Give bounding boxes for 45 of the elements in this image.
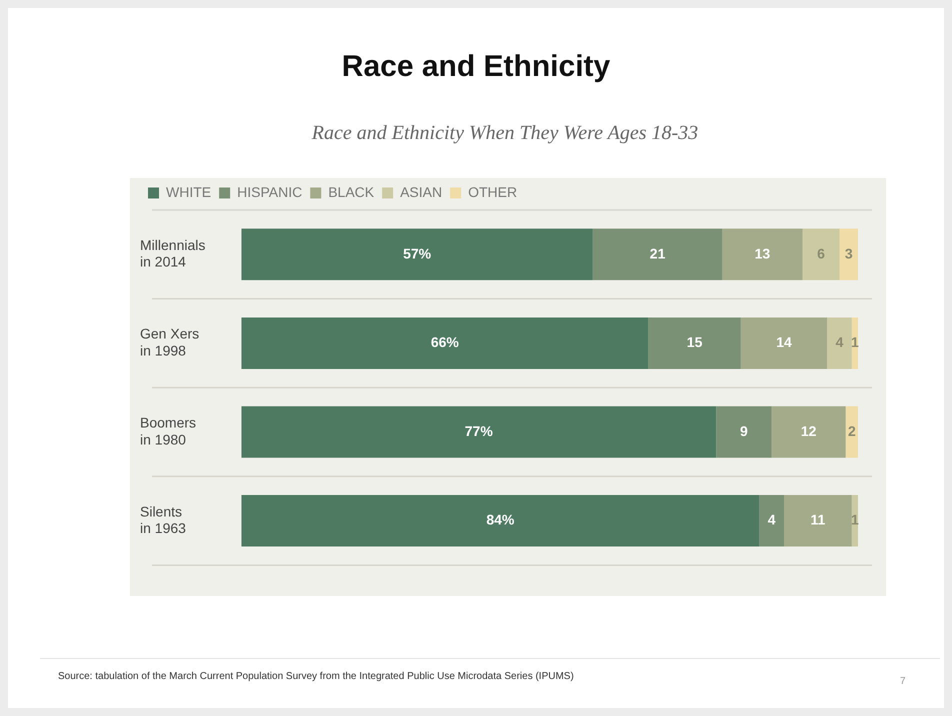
chart-title: Race and Ethnicity	[340, 50, 612, 84]
y-tick-label: Gen Xers in 1998	[140, 326, 200, 358]
y-tick-label: Millennials in 2014	[140, 236, 206, 270]
data-label: 77%	[464, 422, 494, 439]
data-label: 84%	[486, 512, 515, 528]
data-label: 4	[836, 334, 844, 350]
bar	[241, 228, 593, 280]
data-label: 4	[768, 512, 776, 528]
data-label: 13	[754, 245, 770, 262]
data-label: 12	[800, 422, 817, 439]
y-tick-label: Silents in 1963	[140, 503, 186, 536]
bar	[722, 228, 803, 280]
chart-subtitle: Race and Ethnicity When They Were Ages 18-33	[310, 122, 700, 145]
data-label: 2	[848, 422, 856, 439]
bar	[740, 317, 828, 369]
bar	[846, 406, 858, 458]
data-label: 21	[650, 245, 666, 262]
bar	[241, 495, 760, 547]
bar	[827, 317, 852, 369]
bar	[772, 406, 846, 458]
bar	[241, 406, 716, 458]
bar	[648, 317, 741, 369]
legend-label: OTHER	[468, 184, 518, 200]
legend-label: BLACK	[328, 184, 375, 200]
data-label: 11	[810, 512, 826, 528]
data-label: 66%	[430, 334, 460, 350]
data-label: 3	[844, 245, 853, 262]
data-label: 15	[686, 334, 703, 350]
bar	[802, 228, 840, 280]
source-note: Source: tabulation of the March Current Population Survey from the Integrated Public Use Microdata Series (IPUMS)	[58, 671, 574, 682]
data-label: 14	[776, 334, 792, 350]
data-label: 9	[740, 422, 748, 439]
data-label: 6	[817, 245, 826, 262]
bar	[840, 228, 858, 280]
y-tick-label: Boomers in 1980	[140, 414, 196, 448]
bar	[241, 317, 648, 369]
bar	[784, 495, 852, 547]
bar	[759, 495, 784, 547]
legend-label: ASIAN	[400, 184, 442, 200]
bar	[716, 406, 772, 458]
data-label: 57%	[403, 245, 432, 262]
legend-label: HISPANIC	[237, 184, 302, 200]
legend-label: WHITE	[166, 184, 212, 200]
text: 7	[900, 676, 906, 687]
bar	[592, 228, 722, 280]
